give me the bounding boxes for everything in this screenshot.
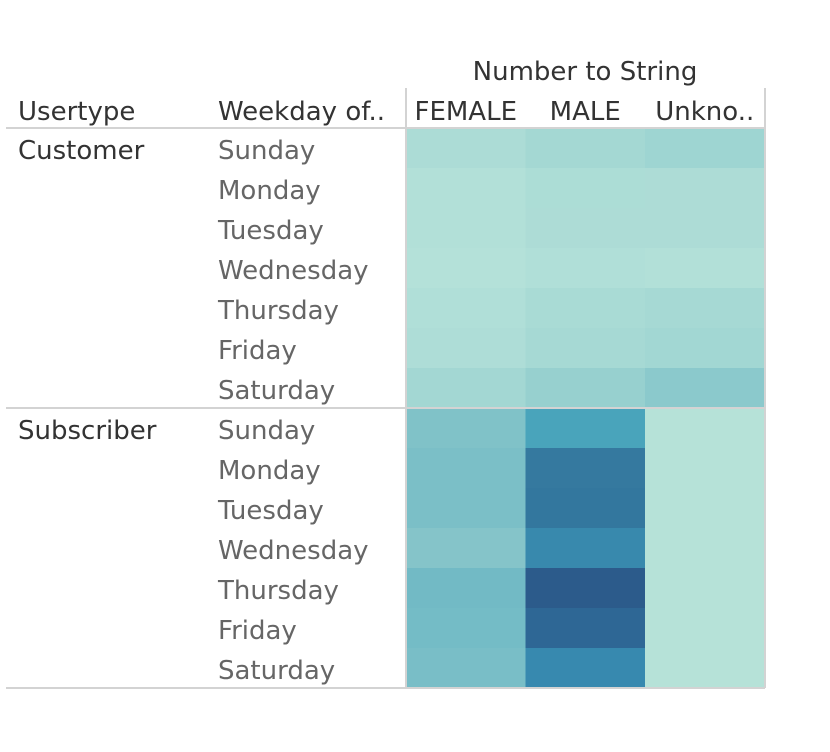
- heatmap-cell: [406, 328, 526, 369]
- heatmap-cell: [525, 648, 646, 689]
- weekday-label: Monday: [218, 176, 321, 206]
- heatmap-cell: [525, 448, 646, 489]
- column-header-0: FEMALE: [414, 97, 517, 127]
- heatmap-cell: [525, 248, 646, 289]
- heatmap-cell: [406, 368, 526, 409]
- heatmap-cell: [525, 368, 646, 409]
- weekday-label: Wednesday: [218, 256, 369, 286]
- weekday-label: Friday: [218, 336, 297, 366]
- heatmap-cell: [645, 128, 765, 169]
- weekday-label: Saturday: [218, 376, 335, 406]
- weekday-label: Thursday: [217, 296, 339, 326]
- table-rules: [6, 88, 766, 689]
- weekday-label: Tuesday: [217, 216, 324, 246]
- heatmap-cell: [525, 328, 646, 369]
- heatmap-cell: [406, 408, 526, 449]
- heatmap-cell: [645, 168, 765, 209]
- heatmap-cell: [406, 488, 526, 529]
- heatmap-cell: [645, 208, 765, 249]
- column-header-1: MALE: [550, 97, 621, 127]
- heatmap-cell: [645, 568, 765, 609]
- heatmap-cell: [525, 528, 646, 569]
- heatmap-cell: [645, 248, 765, 289]
- heatmap-cell: [525, 128, 646, 169]
- heatmap-cell: [406, 128, 526, 169]
- column-header-2: Unkno..: [655, 97, 754, 127]
- row-header-weekday: Weekday of..: [218, 97, 385, 127]
- heatmap-cell: [645, 368, 765, 409]
- heatmap-cell: [525, 488, 646, 529]
- usertype-label: Subscriber: [18, 416, 157, 446]
- heatmap-cell: [525, 608, 646, 649]
- heatmap-cell: [645, 648, 765, 689]
- heatmap-cells: [406, 128, 765, 689]
- heatmap-cell: [525, 168, 646, 209]
- column-group-title: Number to String: [473, 57, 698, 87]
- heatmap-cell: [406, 528, 526, 569]
- row-header-usertype: Usertype: [18, 97, 135, 127]
- heatmap-cell: [645, 528, 765, 569]
- column-headers: FEMALE MALE Unkno..: [414, 97, 754, 127]
- weekday-label: Friday: [218, 616, 297, 646]
- heatmap-cell: [525, 568, 646, 609]
- weekday-label: Saturday: [218, 656, 335, 686]
- heatmap-cell: [406, 648, 526, 689]
- heatmap-cell: [645, 608, 765, 649]
- weekday-label: Monday: [218, 456, 321, 486]
- heatmap-cell: [525, 288, 646, 329]
- heatmap-cell: [525, 408, 646, 449]
- heatmap-cell: [645, 288, 765, 329]
- weekday-label: Tuesday: [217, 496, 324, 526]
- heatmap-cell: [406, 208, 526, 249]
- row-labels: Sunday Monday Tuesday Wednesday Thursday Frid…: [18, 136, 369, 686]
- heatmap-cell: [645, 488, 765, 529]
- heatmap-cell: [645, 408, 765, 449]
- heatmap-cell: [406, 288, 526, 329]
- heatmap-cell: [525, 208, 646, 249]
- heatmap-cell: [406, 448, 526, 489]
- heatmap-cell: [645, 448, 765, 489]
- heatmap-cell: [406, 608, 526, 649]
- weekday-label: Sunday: [218, 416, 315, 446]
- weekday-label: Thursday: [217, 576, 339, 606]
- weekday-label: Sunday: [218, 136, 315, 166]
- weekday-label: Wednesday: [218, 536, 369, 566]
- usertype-label: Customer: [18, 136, 145, 166]
- heatmap-cell: [406, 568, 526, 609]
- heatmap-cell: [406, 248, 526, 289]
- heatmap-cell: [645, 328, 765, 369]
- heatmap-cell: [406, 168, 526, 209]
